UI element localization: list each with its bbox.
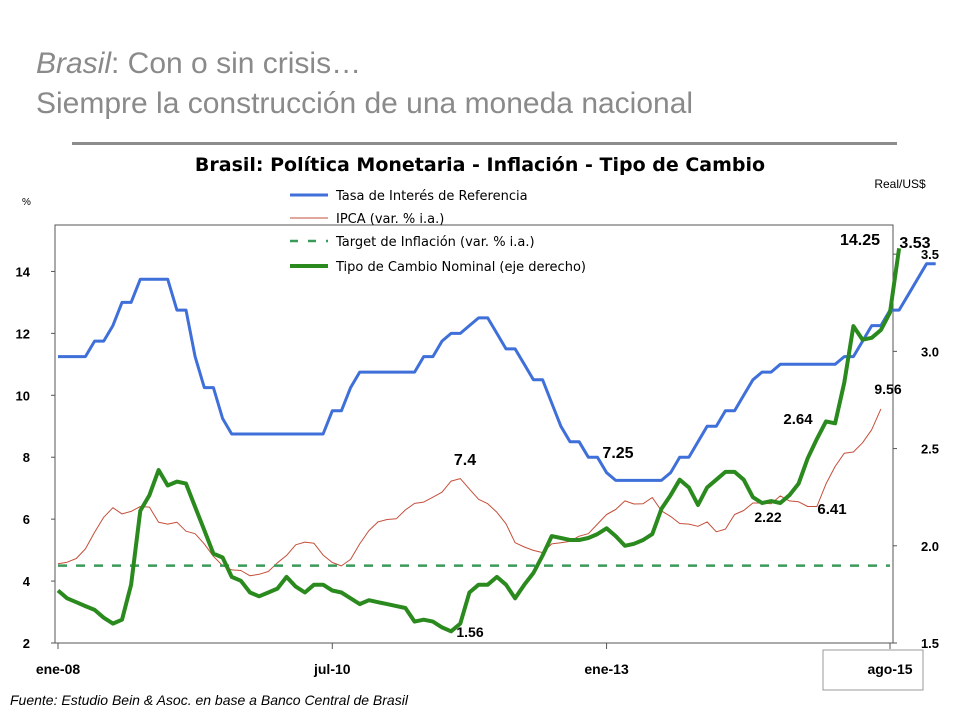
left-tick-label: 12	[16, 326, 30, 341]
left-tick-label: 14	[16, 264, 31, 279]
right-tick-label: 1.5	[921, 636, 939, 651]
legend-label: Tasa de Interés de Referencia	[335, 189, 528, 204]
left-tick-label: 2	[23, 636, 30, 651]
data-annotation: 7.4	[454, 452, 476, 469]
right-tick-label: 3.0	[921, 344, 939, 359]
x-tick-label: ene-08	[36, 661, 81, 677]
series-line-1	[57, 408, 882, 577]
left-tick-label: 4	[23, 574, 31, 589]
source-note: Fuente: Estudio Bein & Asoc. en base a B…	[10, 692, 408, 708]
right-tick-label: 2.5	[921, 442, 939, 457]
left-tick-label: 8	[23, 450, 30, 465]
data-annotation: 2.22	[754, 509, 781, 525]
data-annotation: 6.41	[817, 501, 846, 518]
x-tick-label: ago-15	[867, 661, 912, 677]
right-tick-label: 3.5	[921, 247, 939, 262]
slide-title-line2: Siempre la construcción de una moneda na…	[36, 87, 694, 120]
data-annotation: 1.56	[456, 624, 483, 640]
right-tick-label: 2.0	[921, 539, 939, 554]
date-highlight-box	[822, 649, 924, 691]
left-tick-label: 10	[16, 388, 30, 403]
right-axis-label: Real/US$	[874, 177, 926, 191]
legend-label: Target de Inflación (var. % i.a.)	[335, 235, 535, 250]
slide-title-rest: : Con o sin crisis…	[111, 47, 362, 80]
series-line-3	[56, 248, 902, 634]
series-line-0	[58, 262, 936, 482]
x-tick-label: ene-13	[584, 661, 629, 677]
left-axis-label: %	[22, 197, 31, 208]
chart-title: Brasil: Política Monetaria - Inflación -…	[195, 154, 765, 176]
plot-frame	[54, 224, 894, 644]
slide-title: Brasil: Con o sin crisis… Siempre la con…	[36, 44, 693, 124]
title-divider	[72, 142, 897, 145]
data-annotation: 3.53	[899, 235, 930, 252]
data-annotation: 14.25	[840, 232, 880, 249]
data-annotation: 9.56	[874, 381, 901, 397]
slide-title-line1: Brasil: Con o sin crisis…	[36, 44, 693, 84]
slide-title-em: Brasil	[36, 47, 112, 80]
data-annotation: 2.64	[783, 411, 813, 428]
x-tick-label: jul-10	[313, 661, 351, 677]
data-annotation: 7.25	[602, 445, 633, 462]
legend-label: Tipo de Cambio Nominal (eje derecho)	[335, 260, 586, 275]
legend-label: IPCA (var. % i.a.)	[336, 212, 444, 227]
left-tick-label: 6	[23, 512, 30, 527]
